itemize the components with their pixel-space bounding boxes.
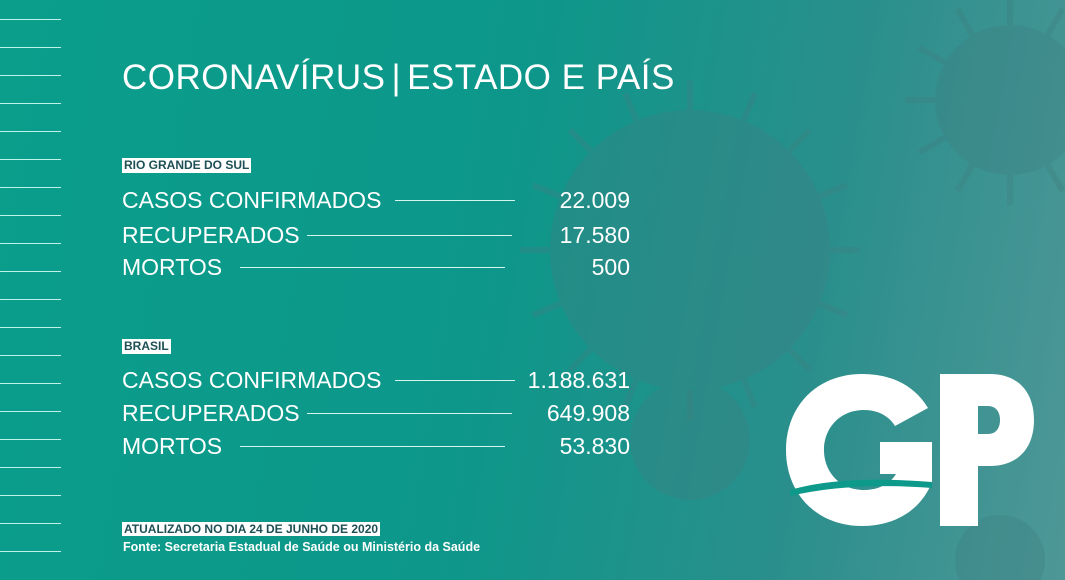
virus-spike [818,182,849,200]
virus-spike [786,127,813,154]
stat-name: CASOS CONFIRMADOS [122,186,382,213]
decorative-line [0,75,61,76]
stat-row: RECUPERADOS 649.908 [122,398,630,428]
virus-spike [622,91,640,122]
virus-spike [531,182,562,200]
virus-spike [786,346,813,373]
virus-spike [740,91,758,122]
decorative-line [0,551,61,552]
stat-value: 649.908 [546,399,630,426]
section-label-brasil: BRASIL [122,339,171,354]
virus-spike [531,300,562,318]
decorative-line [0,299,61,300]
virus-spike [954,163,976,193]
decorative-line [0,327,61,328]
virus-spike [1044,7,1065,37]
page-title: CORONAVÍRUS | ESTADO E PAÍS [122,58,675,98]
stat-name: CASOS CONFIRMADOS [122,366,382,393]
divider [395,199,516,201]
stat-name: RECUPERADOS [122,399,300,426]
divider [306,412,512,414]
stat-value: 17.580 [559,221,630,248]
stat-row: CASOS CONFIRMADOS 1.188.631 [122,365,630,395]
divider [306,234,512,236]
stat-row: MORTOS 53.830 [122,431,630,461]
decorative-line [0,187,61,188]
stat-name: RECUPERADOS [122,221,300,248]
virus-spike [740,378,758,409]
source-note: Fonte: Secretaria Estadual de Saúde ou M… [123,540,481,554]
title-separator: | [391,58,402,97]
virus-spike [567,127,594,154]
divider [240,445,506,447]
divider [395,379,516,381]
virus-spike [917,134,947,156]
divider [240,266,506,268]
decorative-line [0,523,61,524]
title-left: CORONAVÍRUS [122,58,386,97]
decorative-line [0,467,61,468]
virus-spike [1044,163,1065,193]
stat-row: RECUPERADOS 17.580 [122,220,630,250]
decorative-line [0,103,61,104]
stat-row: MORTOS 500 [122,252,630,282]
decorative-line [0,215,61,216]
virus-spike [567,346,594,373]
decorative-line [0,439,61,440]
virus-spike [954,7,976,37]
decorative-line [0,47,61,48]
decorative-line [0,159,61,160]
virus-spike [818,300,849,318]
stat-name: MORTOS [122,253,223,280]
virus-spike [917,44,947,66]
virus-spike [622,378,640,409]
stat-value: 1.188.631 [527,366,630,393]
decorative-line [0,131,61,132]
decorative-line [0,355,61,356]
decorative-line [0,383,61,384]
decorative-line [0,495,61,496]
gp-logo [786,374,1034,526]
stat-value: 22.009 [559,186,630,213]
decorative-line [0,271,61,272]
stat-row: CASOS CONFIRMADOS 22.009 [122,185,630,215]
decorative-line [0,411,61,412]
decorative-line [0,19,61,20]
stat-value: 53.830 [559,432,630,459]
stat-value: 500 [591,253,630,280]
section-label-rs: RIO GRANDE DO SUL [122,158,252,173]
decorative-line [0,243,61,244]
updated-date: ATUALIZADO NO DIA 24 DE JUNHO DE 2020 [122,522,381,536]
title-right: ESTADO E PAÍS [407,58,675,97]
stat-name: MORTOS [122,432,223,459]
